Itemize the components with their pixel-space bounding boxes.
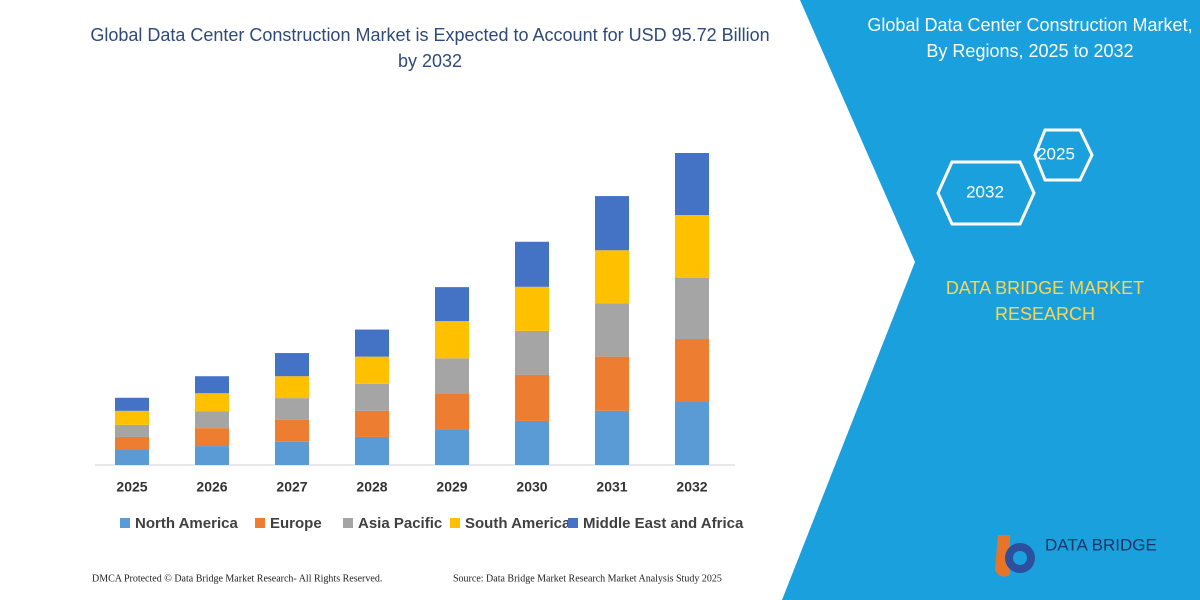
bar-segment: [355, 410, 389, 437]
x-tick-label: 2025: [116, 479, 147, 495]
bar-segment: [435, 321, 469, 359]
footer-left: DMCA Protected © Data Bridge Market Rese…: [92, 573, 382, 584]
x-tick-label: 2030: [516, 479, 547, 495]
bar-segment: [675, 402, 709, 465]
legend-label: Europe: [270, 515, 322, 532]
legend-swatch: [568, 518, 578, 528]
bar-segment: [435, 429, 469, 465]
legend-label: North America: [135, 515, 238, 532]
bar-segment: [115, 424, 149, 437]
bar-segment: [515, 420, 549, 465]
bar-segment: [595, 410, 629, 465]
bar-segment: [435, 287, 469, 322]
bar-segment: [115, 449, 149, 465]
panel-title: Global Data Center Construction Market, …: [867, 15, 1193, 61]
bar-segment: [435, 393, 469, 430]
hexagon: [936, 160, 1036, 226]
bar-segment: [595, 356, 629, 411]
chart-title: Global Data Center Construction Market i…: [90, 25, 770, 71]
bar-segment: [595, 196, 629, 251]
bar-segment: [355, 436, 389, 465]
hexagon-label: 2032: [966, 182, 1004, 201]
x-tick-label: 2026: [196, 479, 227, 495]
hexagon-label: 2025: [1037, 144, 1075, 163]
legend-label: Middle East and Africa: [583, 515, 744, 532]
bar-segment: [675, 215, 709, 278]
logo-icon: [995, 535, 1010, 577]
legend-swatch: [450, 518, 460, 528]
legend-swatch: [255, 518, 265, 528]
bar-segment: [675, 277, 709, 340]
bar-segment: [115, 410, 149, 425]
bar-segment: [515, 286, 549, 331]
bar-segment: [275, 441, 309, 465]
legend-label: South America: [465, 515, 571, 532]
logo-icon: [1013, 551, 1027, 565]
bar-segment: [515, 241, 549, 287]
bar-segment: [355, 329, 389, 357]
x-tick-label: 2027: [276, 479, 307, 495]
bar-segment: [515, 374, 549, 421]
bar-segment: [195, 393, 229, 412]
legend-swatch: [120, 518, 130, 528]
legend-swatch: [343, 518, 353, 528]
brand-box: DATA BRIDGE MARKET RESEARCH: [945, 278, 1145, 324]
footer-right: Source: Data Bridge Market Research Mark…: [453, 573, 722, 584]
x-tick-label: 2031: [596, 479, 627, 495]
bar-segment: [355, 383, 389, 411]
x-tick-label: 2032: [676, 479, 707, 495]
bar-segment: [675, 339, 709, 403]
hexagon: [1033, 128, 1094, 182]
x-tick-label: 2028: [356, 479, 387, 495]
bar-segment: [355, 356, 389, 384]
bar-segment: [515, 330, 549, 375]
bar-segment: [195, 411, 229, 429]
bar-segment: [115, 436, 149, 450]
legend-label: Asia Pacific: [358, 515, 442, 532]
x-tick-label: 2029: [436, 479, 467, 495]
bar-segment: [675, 153, 709, 216]
brand: DATA BRIDGE MARKET RESEARCH: [945, 278, 1145, 324]
bar-segment: [595, 250, 629, 304]
side-panel: [782, 0, 1200, 600]
panel-title-box: Global Data Center Construction Market, …: [867, 15, 1193, 61]
bar-segment: [275, 398, 309, 420]
logo-text: DATA BRIDGE: [1045, 535, 1157, 554]
bar-segment: [275, 419, 309, 442]
bar-segment: [435, 358, 469, 394]
bar-segment: [115, 397, 149, 411]
bar-segment: [195, 428, 229, 447]
bar-segment: [275, 376, 309, 399]
title-box: Global Data Center Construction Market i…: [90, 25, 770, 71]
bar-segment: [595, 303, 629, 357]
bar-segment: [275, 353, 309, 377]
bar-segment: [195, 376, 229, 394]
bar-segment: [195, 446, 229, 465]
